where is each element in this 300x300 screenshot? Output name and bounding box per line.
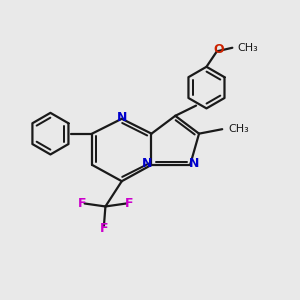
Text: F: F: [125, 197, 134, 210]
Text: N: N: [142, 157, 152, 170]
Text: O: O: [213, 43, 224, 56]
Text: N: N: [117, 111, 127, 124]
Text: F: F: [100, 222, 108, 235]
Text: F: F: [77, 197, 86, 210]
Text: CH₃: CH₃: [238, 43, 258, 53]
Text: N: N: [188, 157, 199, 170]
Text: CH₃: CH₃: [228, 124, 249, 134]
